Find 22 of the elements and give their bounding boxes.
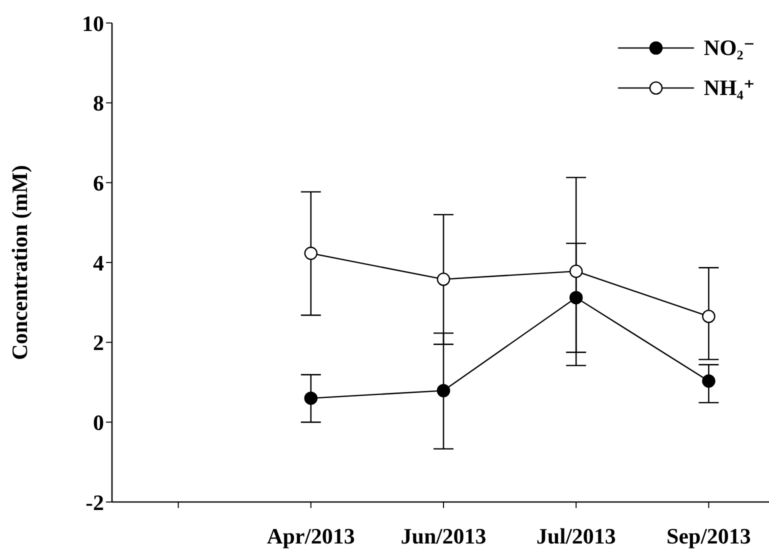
point [304,392,318,405]
legend-label: NO₂⁻ [704,35,755,61]
point [304,246,318,260]
x-tick-label: Sep/2013 [666,524,751,549]
point [436,272,450,286]
y-tick-label: 6 [93,170,104,196]
legend-label: NH₄⁺ [704,75,755,101]
point [702,374,716,388]
y-tick-label: 4 [93,250,104,276]
y-tick-label: 8 [93,90,104,116]
point [569,290,583,304]
y-tick-label: 10 [82,10,104,36]
point [702,310,716,324]
y-tick-label: 2 [93,330,104,356]
y-tick-label: -2 [86,490,104,515]
x-tick-label: Jun/2013 [400,524,486,549]
y-tick-label: 0 [93,410,104,435]
point [436,384,450,398]
x-tick-label: Jul/2013 [536,524,616,549]
point [569,264,583,278]
x-tick-label: Apr/2013 [266,524,355,549]
y-axis-title: Concentration (mM) [6,165,32,360]
